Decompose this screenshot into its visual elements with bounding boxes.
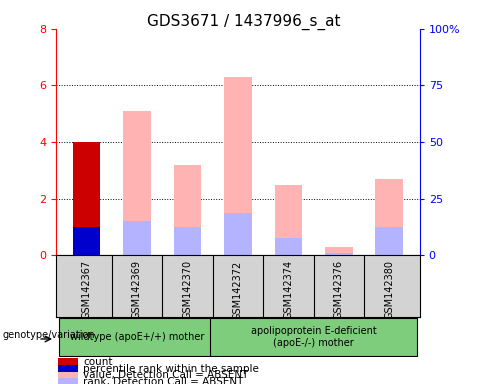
Bar	[123, 111, 151, 255]
Bar	[375, 179, 403, 255]
Bar	[224, 213, 252, 255]
Bar	[174, 227, 201, 255]
Text: wildtype (apoE+/+) mother: wildtype (apoE+/+) mother	[70, 332, 204, 342]
Bar	[58, 378, 78, 384]
Bar	[375, 227, 403, 255]
Bar	[73, 142, 101, 255]
Bar	[73, 227, 101, 255]
Bar	[210, 318, 417, 356]
Bar	[59, 318, 215, 356]
Text: count: count	[83, 357, 113, 367]
Text: percentile rank within the sample: percentile rank within the sample	[83, 364, 259, 374]
Text: value, Detection Call = ABSENT: value, Detection Call = ABSENT	[83, 371, 249, 381]
Bar	[325, 253, 353, 255]
Bar	[275, 185, 302, 255]
Text: GSM142376: GSM142376	[334, 260, 344, 319]
Text: GSM142367: GSM142367	[81, 260, 91, 319]
Bar	[224, 77, 252, 255]
Text: GDS3671 / 1437996_s_at: GDS3671 / 1437996_s_at	[147, 13, 341, 30]
Text: GSM142370: GSM142370	[183, 260, 192, 319]
Text: GSM142369: GSM142369	[132, 260, 142, 319]
Text: GSM142372: GSM142372	[233, 260, 243, 319]
Bar	[123, 221, 151, 255]
Bar	[58, 358, 78, 366]
Bar	[275, 238, 302, 255]
Bar	[58, 372, 78, 379]
Bar	[325, 247, 353, 255]
Text: rank, Detection Call = ABSENT: rank, Detection Call = ABSENT	[83, 377, 244, 384]
Bar	[58, 365, 78, 372]
Text: GSM142380: GSM142380	[385, 260, 394, 319]
Text: apolipoprotein E-deficient
(apoE-/-) mother: apolipoprotein E-deficient (apoE-/-) mot…	[251, 326, 377, 348]
Text: genotype/variation: genotype/variation	[2, 330, 95, 340]
Bar	[174, 165, 201, 255]
Text: GSM142374: GSM142374	[284, 260, 293, 319]
